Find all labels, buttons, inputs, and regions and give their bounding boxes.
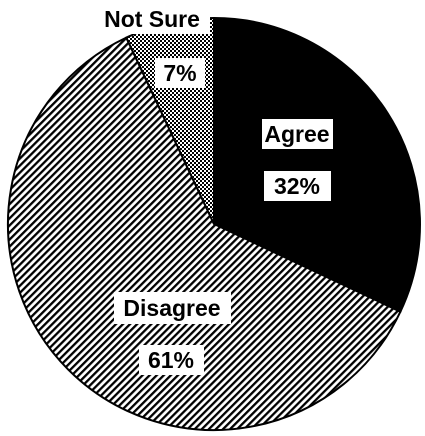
label-bg-agree [262, 119, 333, 149]
slice-value-not-sure: 7% [163, 60, 196, 86]
label-bg-disagree [114, 292, 231, 324]
slice-label-not-sure: Not Sure [104, 6, 200, 32]
pie-slice-agree [213, 16, 421, 314]
label-bg-not-sure-value [155, 58, 205, 88]
label-bg-not-sure [94, 4, 210, 34]
label-bg-agree-value [264, 171, 331, 201]
slice-value-agree: 32% [274, 173, 320, 199]
pie-slice-disagree [7, 36, 402, 431]
slice-value-disagree: 61% [148, 347, 194, 373]
slice-label-disagree: Disagree [123, 295, 220, 321]
label-bg-disagree-value [139, 345, 204, 375]
slice-label-agree: Agree [264, 121, 329, 147]
